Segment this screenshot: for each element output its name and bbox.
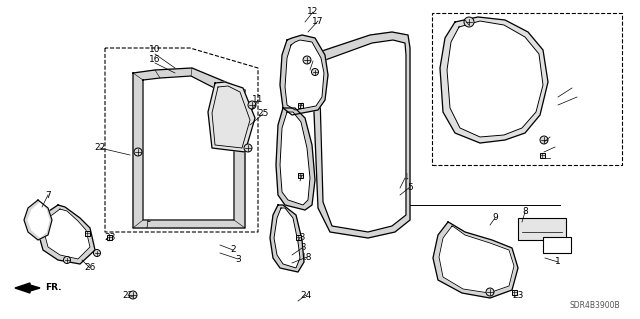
Polygon shape [276, 108, 315, 210]
Bar [84, 231, 90, 235]
Text: 15: 15 [544, 132, 556, 142]
Text: 21: 21 [307, 56, 319, 65]
Text: 18: 18 [301, 253, 313, 262]
Circle shape [540, 136, 548, 144]
Bar [543, 237, 571, 253]
Text: 23: 23 [296, 170, 308, 180]
Text: 23: 23 [296, 99, 308, 108]
Circle shape [486, 288, 494, 296]
Text: 22: 22 [460, 16, 470, 25]
Polygon shape [447, 21, 543, 137]
Text: 20: 20 [549, 143, 561, 152]
Text: 14: 14 [566, 84, 578, 93]
Polygon shape [285, 40, 324, 110]
Circle shape [312, 69, 319, 76]
Polygon shape [24, 200, 52, 240]
Text: 6: 6 [145, 216, 151, 225]
Text: 17: 17 [312, 17, 324, 26]
Polygon shape [280, 112, 310, 205]
Text: 16: 16 [149, 55, 161, 63]
Text: 19: 19 [572, 93, 583, 101]
Polygon shape [274, 208, 300, 268]
Bar [298, 102, 303, 108]
Text: 25: 25 [544, 153, 556, 162]
Text: 24: 24 [300, 291, 312, 300]
Circle shape [244, 144, 252, 152]
Polygon shape [270, 205, 304, 272]
Text: 25: 25 [257, 109, 269, 118]
Circle shape [93, 249, 100, 256]
Polygon shape [208, 82, 255, 152]
Polygon shape [433, 222, 518, 298]
Text: 5: 5 [407, 182, 413, 191]
Text: 23: 23 [512, 291, 524, 300]
Circle shape [134, 148, 142, 156]
Bar [296, 234, 301, 240]
Text: 7: 7 [45, 190, 51, 199]
Circle shape [129, 291, 137, 299]
Polygon shape [310, 32, 410, 238]
Circle shape [63, 256, 70, 263]
Text: 22: 22 [122, 291, 134, 300]
Text: 2: 2 [230, 246, 236, 255]
Bar [298, 173, 303, 177]
Text: 8: 8 [522, 207, 528, 217]
Text: 11: 11 [252, 95, 264, 105]
Text: 26: 26 [84, 263, 96, 272]
Text: 22: 22 [94, 144, 106, 152]
Circle shape [303, 56, 311, 64]
Bar [106, 234, 111, 240]
Circle shape [464, 17, 474, 27]
Text: 3: 3 [235, 255, 241, 263]
Text: 23: 23 [294, 234, 306, 242]
Polygon shape [44, 209, 90, 259]
Bar [540, 152, 545, 158]
Polygon shape [439, 226, 514, 293]
Polygon shape [15, 283, 40, 293]
Text: 9: 9 [492, 213, 498, 222]
Text: 10: 10 [149, 46, 161, 55]
Text: SDR4B3900B: SDR4B3900B [570, 301, 620, 310]
Polygon shape [133, 68, 245, 228]
Polygon shape [143, 76, 234, 220]
Bar [432, 13, 622, 165]
Polygon shape [38, 205, 95, 264]
Text: 13: 13 [296, 243, 308, 253]
Polygon shape [440, 17, 548, 143]
Polygon shape [317, 40, 406, 232]
Text: 23: 23 [104, 233, 116, 241]
Polygon shape [280, 35, 328, 115]
Bar [518, 218, 566, 240]
Polygon shape [28, 203, 49, 237]
Circle shape [248, 101, 256, 109]
Text: 4: 4 [402, 174, 408, 182]
Text: 1: 1 [555, 257, 561, 266]
Text: 12: 12 [307, 8, 319, 17]
Bar [511, 290, 516, 294]
Text: FR.: FR. [45, 284, 61, 293]
